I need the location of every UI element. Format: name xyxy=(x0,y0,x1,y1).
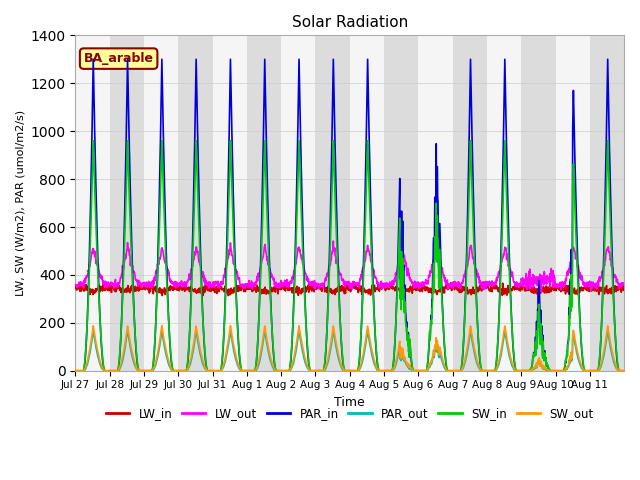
LW_out xyxy=(325,265,333,271)
SW_out xyxy=(158,323,166,328)
SW_in xyxy=(325,279,333,285)
Bar xyxy=(384,36,419,371)
PAR_out xyxy=(72,368,79,373)
SW_out xyxy=(479,368,487,373)
Line: PAR_out: PAR_out xyxy=(76,330,624,371)
LW_in xyxy=(480,279,488,285)
Bar xyxy=(452,36,487,371)
PAR_out xyxy=(157,333,165,338)
PAR_out xyxy=(479,368,487,373)
Line: SW_out: SW_out xyxy=(76,325,624,371)
Line: LW_in: LW_in xyxy=(76,282,624,296)
Bar xyxy=(179,36,212,371)
PAR_in xyxy=(613,357,621,363)
SW_in xyxy=(335,304,343,310)
LW_out xyxy=(560,283,568,289)
Bar xyxy=(247,36,281,371)
Bar xyxy=(76,36,109,371)
Bar xyxy=(419,36,452,371)
LW_in xyxy=(335,288,343,294)
Title: Solar Radiation: Solar Radiation xyxy=(292,15,408,30)
PAR_in xyxy=(559,368,567,373)
Bar xyxy=(350,36,384,371)
SW_in xyxy=(613,355,621,360)
PAR_out xyxy=(335,359,343,365)
LW_in xyxy=(560,285,568,290)
SW_in xyxy=(479,368,487,373)
SW_out xyxy=(620,368,628,373)
SW_in xyxy=(72,368,79,373)
PAR_out xyxy=(325,355,333,360)
Line: LW_out: LW_out xyxy=(76,241,624,292)
Bar xyxy=(316,36,350,371)
PAR_in xyxy=(72,368,79,373)
LW_in xyxy=(620,288,628,293)
Bar xyxy=(521,36,556,371)
SW_out xyxy=(325,350,333,356)
Line: SW_in: SW_in xyxy=(76,141,624,371)
LW_out xyxy=(335,269,343,275)
SW_out xyxy=(335,355,343,361)
Text: BA_arable: BA_arable xyxy=(84,52,154,65)
PAR_out xyxy=(158,327,166,333)
LW_out xyxy=(538,289,545,295)
PAR_out xyxy=(620,368,628,373)
Bar xyxy=(590,36,624,371)
PAR_in xyxy=(479,368,487,373)
Legend: LW_in, LW_out, PAR_in, PAR_out, SW_in, SW_out: LW_in, LW_out, PAR_in, PAR_out, SW_in, S… xyxy=(101,403,598,425)
Bar xyxy=(556,36,590,371)
Bar xyxy=(212,36,247,371)
Bar xyxy=(144,36,179,371)
PAR_in xyxy=(325,266,333,272)
SW_out xyxy=(559,368,567,373)
SW_out xyxy=(157,328,165,334)
X-axis label: Time: Time xyxy=(334,396,365,409)
LW_out xyxy=(330,238,337,244)
LW_out xyxy=(479,282,487,288)
SW_out xyxy=(613,366,621,372)
LW_in xyxy=(72,285,79,290)
Bar xyxy=(281,36,316,371)
SW_in xyxy=(90,138,97,144)
Line: PAR_in: PAR_in xyxy=(76,60,624,371)
LW_in xyxy=(479,284,487,290)
SW_in xyxy=(559,368,567,373)
SW_in xyxy=(157,152,165,157)
LW_out xyxy=(620,282,628,288)
LW_in xyxy=(325,287,333,293)
SW_in xyxy=(620,368,628,373)
LW_in xyxy=(614,287,621,292)
LW_out xyxy=(157,249,165,254)
Bar xyxy=(109,36,144,371)
LW_out xyxy=(72,282,79,288)
LW_in xyxy=(199,293,207,299)
LW_out xyxy=(614,276,621,282)
PAR_in xyxy=(335,300,343,305)
PAR_in xyxy=(157,78,165,84)
LW_in xyxy=(157,288,165,294)
SW_out xyxy=(72,368,79,373)
PAR_out xyxy=(559,368,567,373)
Y-axis label: LW, SW (W/m2), PAR (umol/m2/s): LW, SW (W/m2), PAR (umol/m2/s) xyxy=(15,110,25,296)
PAR_out xyxy=(613,366,621,372)
PAR_in xyxy=(90,57,97,62)
Bar xyxy=(487,36,521,371)
PAR_in xyxy=(620,368,628,373)
